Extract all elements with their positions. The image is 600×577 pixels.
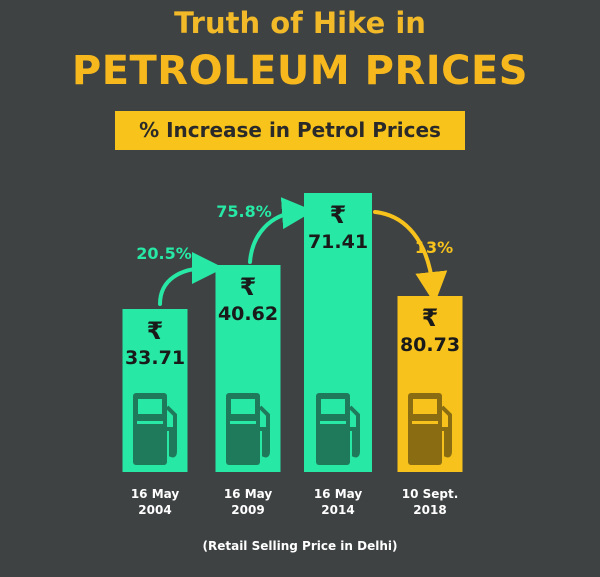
increase-label-2: 75.8% [216, 202, 272, 221]
bar-4-value-label: 80.73 [399, 334, 461, 356]
subtitle-box [115, 111, 465, 150]
bar-2-currency: ₹ [239, 273, 257, 301]
fuel-pump-icon [133, 393, 177, 465]
bar-3-currency: ₹ [329, 201, 347, 229]
chart-subtitle: % Increase in Petrol Prices [139, 118, 441, 142]
increase-arrow-1 [158, 252, 224, 306]
bar-4-currency: ₹ [421, 304, 439, 332]
title-line-2: PETROLEUM PRICES [71, 48, 529, 94]
bar-2-value-label: 40.62 [217, 303, 279, 325]
x-tick-label-2: 16 May 2009 [223, 487, 273, 517]
increase-label-3: 13% [414, 238, 454, 257]
fuel-pump-icon [408, 393, 452, 465]
footnote: (Retail Selling Price in Delhi) [202, 539, 398, 553]
increase-arrow-2 [248, 197, 314, 264]
fuel-pump-icon [316, 393, 360, 465]
fuel-pump-icon [226, 393, 270, 465]
increase-label-1: 20.5% [136, 244, 192, 263]
x-tick-label-4: 10 Sept. 2018 [401, 487, 459, 517]
title-line-1: Truth of Hike in [174, 6, 426, 40]
bar-1-value-label: 33.71 [124, 347, 186, 369]
x-tick-label-3: 16 May 2014 [313, 487, 363, 517]
x-tick-label-1: 16 May 2004 [130, 487, 180, 517]
bar-1-currency: ₹ [146, 317, 164, 345]
bar-3-value-label: 71.41 [307, 231, 369, 253]
increase-arrow-3 [373, 210, 448, 304]
